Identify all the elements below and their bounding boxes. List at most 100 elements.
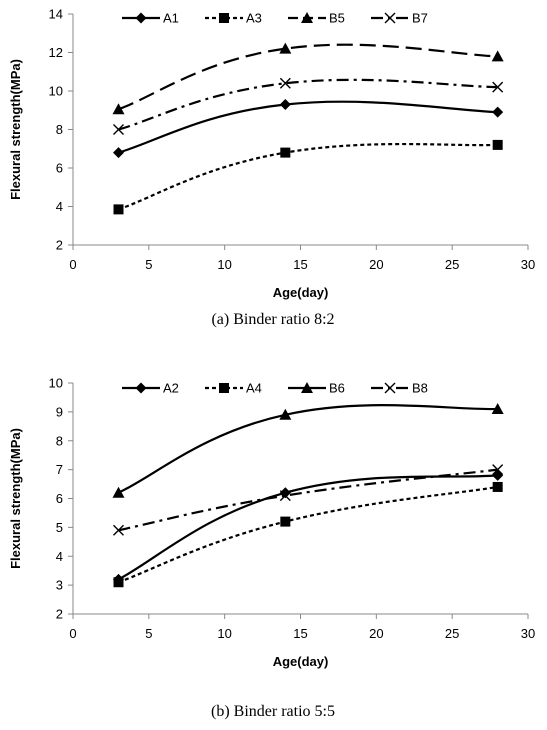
y-axis-title: Flexural strength(MPa) [8,428,23,569]
legend-item-b8: B8 [371,381,428,396]
legend-label: B8 [412,381,428,396]
x-tick-label: 20 [369,626,383,641]
legend-marker [219,13,229,23]
y-tick-label: 5 [56,520,63,535]
legend-label: A3 [246,11,262,26]
legend-marker [301,382,313,393]
data-point [279,98,291,110]
legend-marker [384,382,396,394]
x-tick-label: 15 [293,257,307,272]
data-point [279,42,292,54]
series-a1 [113,98,504,159]
legend-label: A1 [163,11,179,26]
series-line [118,468,498,532]
y-tick-label: 2 [56,238,63,253]
data-point [492,464,504,476]
x-tick-label: 10 [217,626,231,641]
legend-label: A4 [246,381,262,396]
figure-caption: (a) Binder ratio 8:2 [211,311,334,328]
data-point [491,402,504,414]
axes: 0 5 10 15 20 25 30 2 4 6 8 10 12 14 [49,7,536,273]
legend-label: A2 [163,381,179,396]
x-tick-label: 5 [145,626,152,641]
y-tick-label: 14 [49,7,63,22]
y-tick-label: 7 [56,462,63,477]
legend-item-a2: A2 [122,381,179,396]
chart-binder-5-5: 0 5 10 15 20 25 30 2 3 4 5 6 7 8 9 10 Age(day) Flexural s… [8,376,535,721]
data-point [113,147,124,159]
series-a2 [113,469,504,585]
series-line [118,404,498,494]
chart-binder-8-2: 0 5 10 15 20 25 30 2 4 6 8 10 12 14 Age(day) Flexural s… [8,7,535,329]
data-point [112,103,125,115]
legend-marker [301,12,313,23]
data-point [113,124,124,135]
data-point [279,490,291,502]
series-b5 [112,42,504,115]
series-a4 [113,481,503,588]
x-tick-label: 0 [69,626,76,641]
legend-item-a1: A1 [122,11,179,26]
legend-item-b5: B5 [288,11,345,26]
series-line [118,78,498,131]
data-point [492,81,504,93]
y-tick-label: 9 [56,404,63,419]
y-tick-label: 10 [49,84,63,99]
legend-label: B6 [329,381,345,396]
series-line [117,474,498,581]
x-tick-label: 10 [217,257,231,272]
series-b6 [112,402,504,498]
y-tick-label: 4 [56,549,63,564]
data-point [113,524,124,536]
axes: 0 5 10 15 20 25 30 2 3 4 5 6 7 8 9 10 [49,376,536,642]
legend-label: B7 [412,11,428,26]
data-point [280,147,291,158]
legend-marker [135,382,147,394]
series-a3 [113,139,503,215]
data-point [279,77,291,89]
legend-marker [135,12,147,24]
y-tick-label: 2 [56,607,63,622]
x-axis-title: Age(day) [273,654,329,669]
y-tick-label: 6 [56,491,63,506]
data-point [280,516,291,527]
data-point [491,50,504,62]
y-tick-label: 12 [49,45,63,60]
y-tick-label: 3 [56,578,63,593]
series-line [118,142,498,211]
series-b7 [113,77,504,135]
figure-caption: (b) Binder ratio 5:5 [211,703,335,720]
data-point [492,481,503,492]
legend-marker [384,12,396,24]
series-line [118,43,498,111]
data-point [492,106,504,118]
y-tick-label: 10 [49,376,63,391]
x-tick-label: 0 [69,257,76,272]
data-point [492,139,503,150]
y-tick-label: 4 [56,199,63,214]
x-tick-label: 25 [445,257,459,272]
legend-label: B5 [329,11,345,26]
legend-item-b6: B6 [288,381,345,396]
x-tick-label: 25 [445,626,459,641]
data-point [113,577,124,588]
y-axis-title: Flexural strength(MPa) [8,59,23,200]
x-tick-label: 20 [369,257,383,272]
x-tick-label: 15 [293,626,307,641]
y-tick-label: 8 [56,433,63,448]
series-line [118,485,498,584]
x-tick-label: 30 [521,257,535,272]
data-point [113,204,124,215]
data-point [492,469,504,481]
x-tick-label: 30 [521,626,535,641]
x-tick-label: 5 [145,257,152,272]
data-point [112,486,125,498]
legend-marker [219,383,229,393]
data-point [279,408,292,420]
legend-item-a4: A4 [205,381,262,396]
series-b8 [113,464,504,536]
legend-item-a3: A3 [205,11,262,26]
y-tick-label: 8 [56,122,63,137]
x-axis-title: Age(day) [273,285,329,300]
